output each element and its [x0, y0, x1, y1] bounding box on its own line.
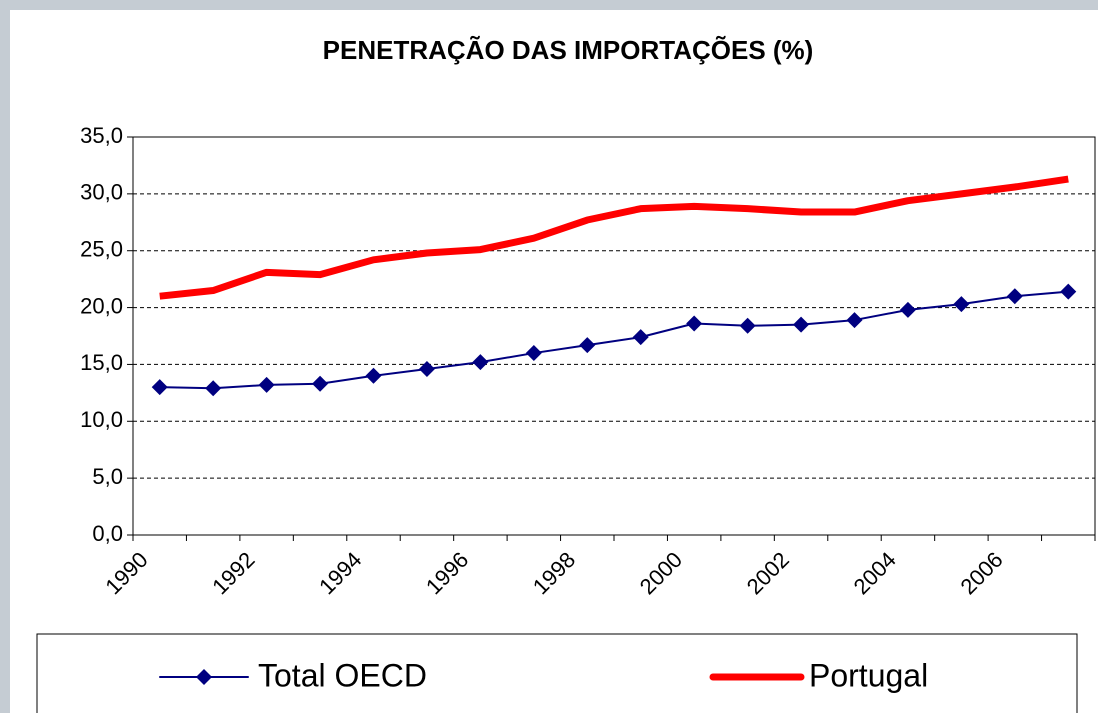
point-marker	[686, 315, 703, 332]
chart-title: PENETRAÇÃO DAS IMPORTAÇÕES (%)	[323, 35, 814, 65]
legend-label: Portugal	[809, 657, 928, 693]
y-tick-label: 20,0	[80, 293, 123, 318]
point-marker	[312, 375, 329, 392]
legend-label: Total OECD	[258, 657, 427, 693]
point-marker	[525, 345, 542, 362]
point-marker	[793, 316, 810, 333]
point-marker	[472, 354, 489, 371]
point-marker	[953, 296, 970, 313]
series-line	[159, 290, 1069, 390]
point-marker	[899, 301, 916, 318]
point-marker	[151, 379, 168, 396]
chart-area	[10, 10, 1098, 713]
y-tick-label: 0,0	[92, 521, 123, 546]
point-marker	[258, 376, 275, 393]
y-tick-label: 35,0	[80, 123, 123, 148]
point-marker	[205, 380, 222, 397]
point-marker	[632, 329, 649, 346]
series-line	[159, 175, 1069, 300]
legend-marker	[196, 669, 212, 685]
y-tick-label: 15,0	[80, 350, 123, 375]
point-marker	[846, 312, 863, 329]
point-marker	[1006, 288, 1023, 305]
point-marker	[365, 367, 382, 384]
point-marker	[1060, 283, 1077, 300]
point-marker	[418, 360, 435, 377]
point-marker	[739, 317, 756, 334]
legend-box	[36, 633, 1078, 713]
y-tick-label: 30,0	[80, 180, 123, 205]
y-tick-label: 25,0	[80, 237, 123, 262]
y-tick-label: 5,0	[92, 464, 123, 489]
y-tick-label: 10,0	[80, 407, 123, 432]
point-marker	[579, 337, 596, 354]
